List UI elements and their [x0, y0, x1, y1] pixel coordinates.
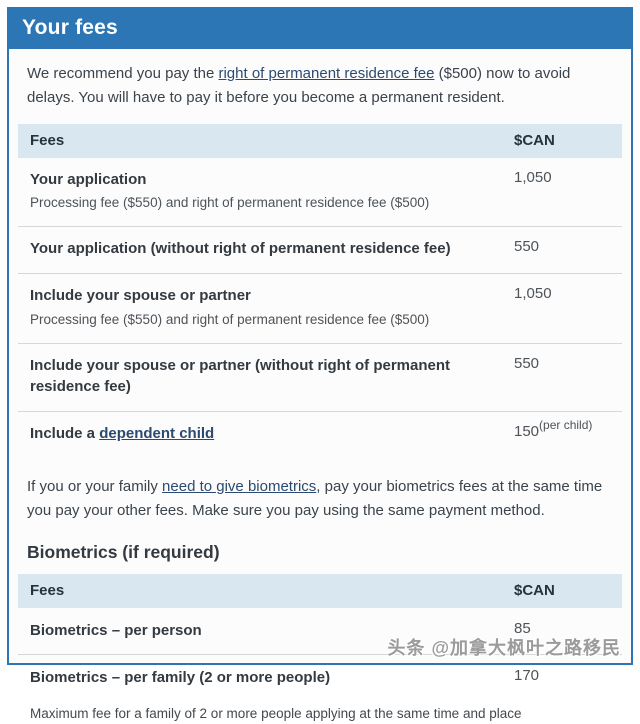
fee-row-sublabel: Processing fee ($550) and right of perma… — [30, 311, 430, 327]
biometrics-table-header: Fees $CAN — [18, 574, 622, 609]
fee-row-label: Biometrics – per family (2 or more peopl… — [30, 669, 331, 687]
your-fees-panel: Your fees We recommend you pay the right… — [7, 7, 633, 721]
fee-row-sublabel: Processing fee ($550) and right of perma… — [30, 195, 430, 211]
watermark: 头条 @加拿大枫叶之路移民 — [387, 638, 621, 658]
fee-row-value: 170 — [514, 667, 540, 685]
fee-row-value: 1,050 — [514, 284, 552, 302]
currency-column-header: $CAN — [514, 582, 555, 600]
panel-body: We recommend you pay the right of perman… — [9, 49, 631, 724]
fee-row-value: 550 — [514, 238, 540, 256]
fees-column-header: Fees — [30, 582, 65, 600]
biometrics-heading: Biometrics (if required) — [27, 542, 220, 563]
table-row: Your application (without right of perma… — [18, 226, 622, 273]
table-row: Biometrics – per family (2 or more peopl… — [18, 654, 622, 701]
fees-table-header: Fees $CAN — [18, 123, 622, 158]
biometrics-paragraph: If you or your family need to give biome… — [18, 475, 622, 524]
fee-row-label: Your application (without right of perma… — [30, 240, 451, 258]
fee-row-label: Include your spouse or partner (without … — [30, 356, 451, 396]
fees-table: Fees $CAN Your application Processing fe… — [18, 123, 622, 458]
intro-text-after: ($500) now to avoid delays. You will hav… — [27, 65, 571, 107]
need-to-give-biometrics-link[interactable]: need to give biometrics — [162, 477, 317, 495]
table-row: Include your spouse or partner (without … — [18, 342, 622, 412]
fee-row-value: 85 — [514, 620, 531, 638]
panel-title: Your fees — [9, 9, 631, 49]
fee-row-value: 550 — [514, 354, 540, 372]
biometrics-table-note: Maximum fee for a family of 2 or more pe… — [30, 705, 522, 721]
intro-paragraph: We recommend you pay the right of perman… — [18, 62, 622, 111]
fee-row-label: Your application — [30, 170, 147, 188]
biometrics-text-after: , pay your biometrics fees at the same t… — [27, 477, 603, 520]
table-row: Biometrics – per person 85 — [18, 608, 622, 654]
dependent-child-label-before: Include a — [30, 425, 100, 443]
biometrics-text-before: If you or your family — [27, 477, 163, 495]
currency-column-header: $CAN — [514, 131, 555, 149]
fee-row-value: 150(per child) — [514, 418, 593, 441]
table-row: Your application Processing fee ($550) a… — [18, 158, 622, 227]
fee-row-value: 1,050 — [514, 168, 552, 186]
fees-column-header: Fees — [30, 131, 65, 149]
table-row: Include a dependent child 150(per child) — [18, 411, 622, 458]
fee-row-label: Include your spouse or partner — [30, 286, 251, 304]
right-of-pr-fee-link[interactable]: right of permanent residence fee — [218, 65, 435, 82]
fee-row-label: Biometrics – per person — [30, 622, 202, 640]
intro-text-before: We recommend you pay the — [27, 65, 219, 82]
fee-row-label: Include a dependent child — [30, 423, 500, 445]
table-row: Include your spouse or partner Processin… — [18, 272, 622, 343]
dependent-child-link[interactable]: dependent child — [99, 425, 215, 443]
per-child-suffix: (per child) — [539, 418, 593, 433]
